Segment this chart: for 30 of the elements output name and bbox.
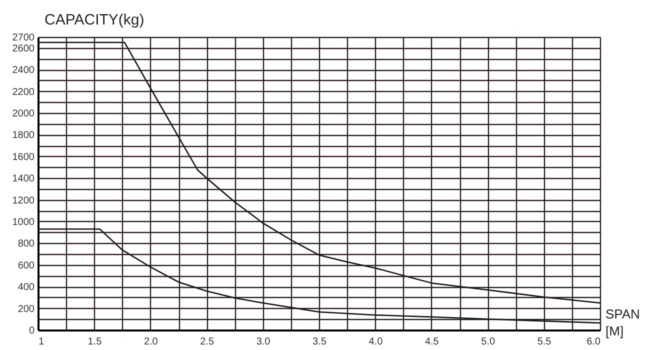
- x-tick-label: 2.5: [200, 336, 214, 348]
- y-tick-label: 800: [18, 238, 35, 250]
- x-tick-label: 4.5: [424, 336, 440, 348]
- line-series: [38, 42, 600, 304]
- y-tick-label: 1800: [12, 130, 35, 142]
- x-tick-label: 2.0: [144, 336, 158, 348]
- y-tick-label: 2000: [12, 108, 35, 120]
- y-tick-label: 2700: [12, 32, 35, 44]
- y-tick-label: 1200: [12, 195, 35, 206]
- x-tick-label: 1.5: [88, 336, 102, 348]
- y-tick-label: 200: [18, 304, 35, 315]
- y-tick-label: 0: [28, 326, 35, 336]
- x-tick-label: 1: [38, 336, 44, 348]
- y-tick-label: 600: [18, 260, 35, 272]
- y-axis-title: CAPACITY(kg): [44, 12, 144, 28]
- x-tick-label: 4.0: [368, 336, 384, 348]
- y-tick-label: 400: [18, 282, 35, 294]
- y-tick-label: 2200: [12, 86, 35, 98]
- y-tick-label: 2600: [12, 43, 35, 54]
- x-tick-label: 3.5: [312, 336, 327, 348]
- x-tick-label: 5.0: [481, 336, 496, 348]
- line-series: [38, 228, 600, 324]
- x-tick-label: 3.0: [256, 336, 271, 348]
- y-tick-label: 1400: [12, 174, 35, 185]
- y-tick-label: 1600: [12, 152, 35, 163]
- x-axis-title: SPAN [M]: [606, 306, 640, 338]
- y-tick-label: 1000: [12, 216, 35, 228]
- y-tick-label: 2400: [12, 65, 35, 76]
- x-tick-label: 6.0: [586, 336, 601, 348]
- x-tick-label: 5.5: [537, 336, 552, 348]
